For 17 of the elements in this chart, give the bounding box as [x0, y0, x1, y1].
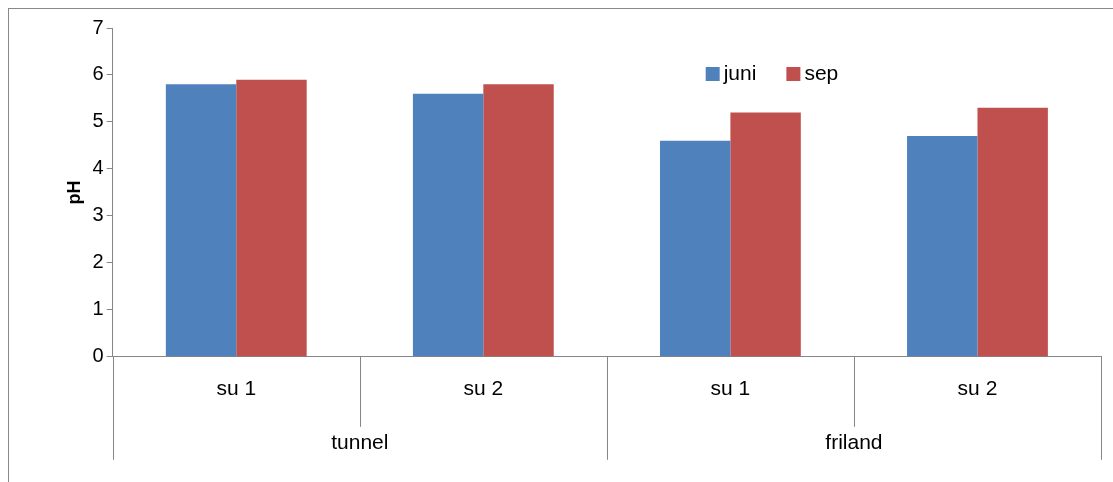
- legend-label: sep: [804, 60, 839, 84]
- text: tunnel: [331, 429, 389, 453]
- y-tick-label: 6: [92, 62, 104, 85]
- y-tick-label: 3: [92, 203, 104, 226]
- y-axis-title: pH: [63, 180, 84, 205]
- legend-label: juni: [722, 60, 757, 84]
- x-tick-label: su 1: [216, 376, 257, 400]
- y-tick-label: 1: [92, 297, 104, 320]
- y-tick-label: 7: [92, 15, 104, 38]
- y-tick-label: 0: [92, 344, 104, 367]
- text: friland: [825, 429, 883, 453]
- y-tick-label: 5: [92, 109, 104, 132]
- x-tick-label: su 1: [710, 376, 751, 400]
- x-tick-label: su 2: [463, 376, 504, 400]
- x-tick-label: su 2: [957, 376, 998, 400]
- y-tick-label: 4: [92, 156, 104, 179]
- y-tick-label: 2: [92, 250, 104, 273]
